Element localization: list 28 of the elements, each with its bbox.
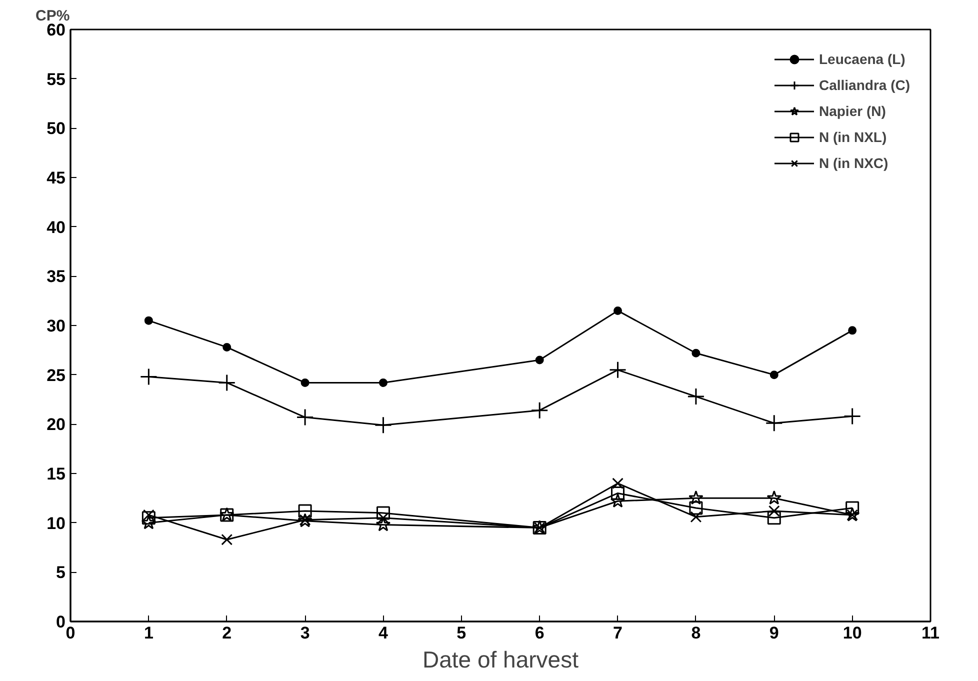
x-tick-label: 11 — [922, 624, 940, 642]
y-tick-label: 50 — [46, 119, 66, 138]
legend-label: Leucaena (L) — [818, 51, 906, 67]
x-tick-label: 5 — [456, 624, 466, 642]
x-tick-label: 4 — [378, 624, 388, 642]
y-tick-label: 40 — [46, 218, 66, 237]
legend-label: N (in NXC) — [818, 155, 888, 171]
legend-label: Napier (N) — [818, 103, 886, 119]
y-tick-label: 15 — [46, 464, 66, 484]
y-tick-label: 20 — [46, 415, 66, 434]
x-tick-label: 3 — [300, 624, 310, 642]
x-tick-label: 1 — [144, 624, 154, 642]
x-tick-label: 2 — [222, 624, 232, 642]
x-tick-label: 7 — [613, 624, 623, 642]
y-tick-label: 35 — [46, 267, 66, 286]
y-tick-label: 5 — [56, 563, 66, 582]
y-tick-label: 30 — [46, 316, 66, 336]
x-tick-label: 6 — [534, 624, 544, 642]
legend-label: N (in NXL) — [818, 129, 887, 145]
x-axis-title: Date of harvest — [422, 646, 580, 672]
legend-label: Calliandra (C) — [818, 77, 910, 93]
y-tick-label: 45 — [46, 168, 66, 188]
y-tick-label: 10 — [46, 514, 66, 533]
x-tick-label: 9 — [769, 624, 779, 642]
y-tick-label: 25 — [46, 366, 66, 385]
y-tick-label: 55 — [46, 70, 66, 89]
x-tick-label: 8 — [691, 624, 701, 642]
x-tick-label: 10 — [842, 624, 862, 642]
